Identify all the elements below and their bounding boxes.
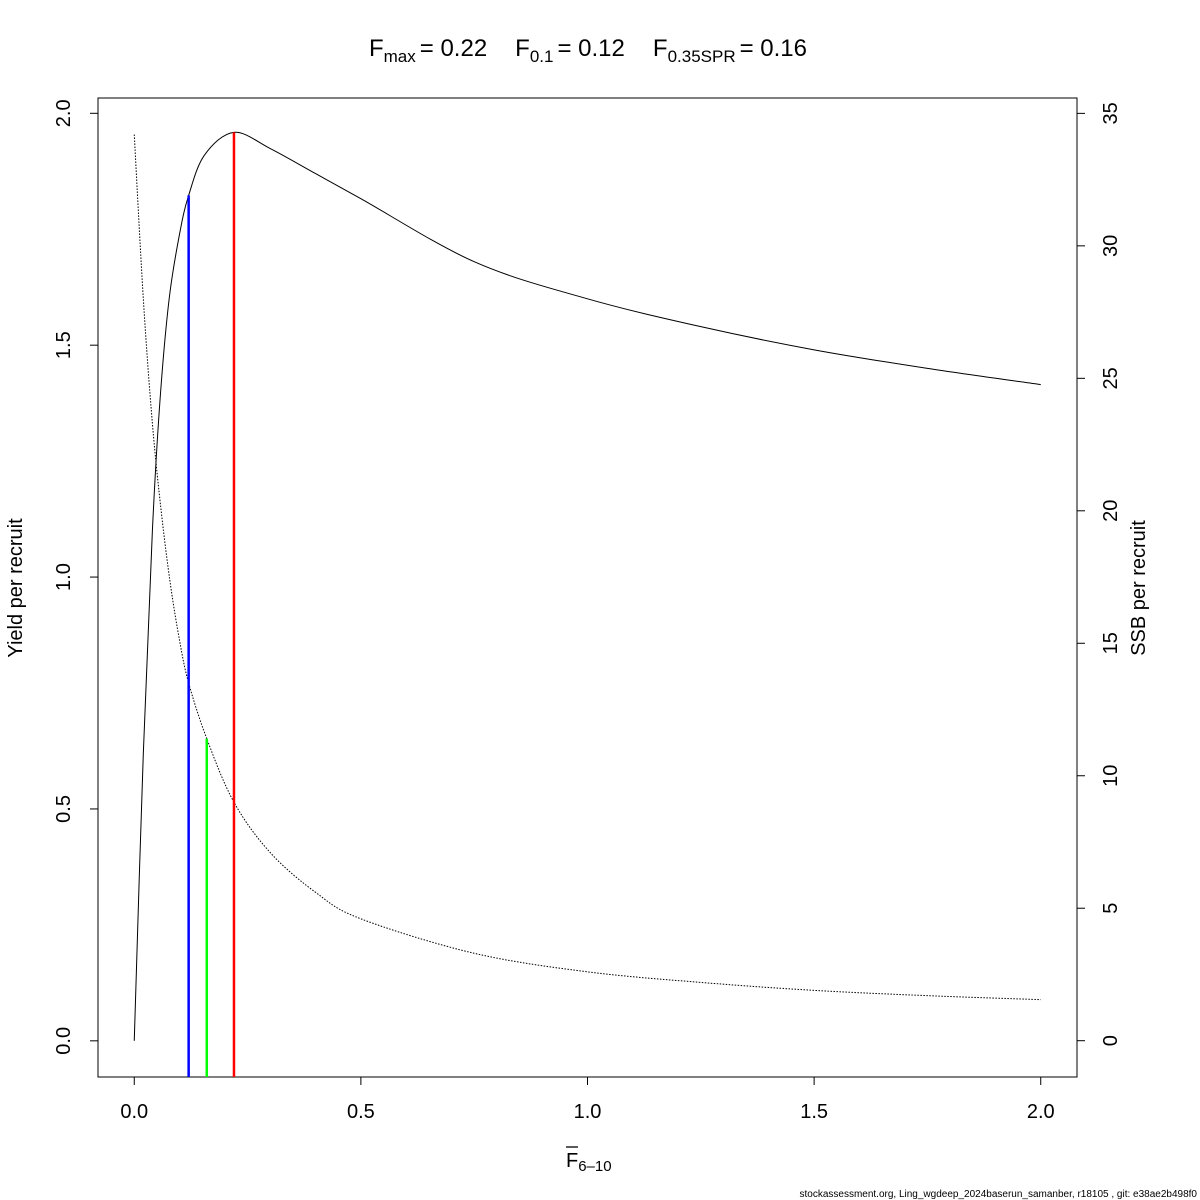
y2-tick-label: 0	[1100, 1035, 1122, 1046]
x-tick-label: 2.0	[1027, 1101, 1055, 1123]
x-tick-label: 0.0	[120, 1101, 148, 1123]
footer-text: stockassessment.org, Ling_wgdeep_2024bas…	[799, 1189, 1197, 1200]
y2-tick-label: 5	[1100, 903, 1122, 914]
x-tick-label: 1.5	[800, 1101, 828, 1123]
y2-tick-label: 10	[1100, 765, 1122, 787]
y2-tick-label: 35	[1100, 102, 1122, 124]
y2-tick-label: 25	[1100, 367, 1122, 389]
svg-text:F6–10: F6–10	[566, 1150, 612, 1175]
ssb-per-recruit-line	[133, 134, 1041, 1001]
x-tick-label: 1.0	[574, 1101, 602, 1123]
y-tick-label: 2.0	[53, 99, 75, 127]
yield-per-recruit-line	[133, 131, 1041, 1041]
plot-frame	[97, 97, 1078, 1078]
y-tick-label: 1.5	[53, 331, 75, 359]
y-tick-label: 0.0	[53, 1027, 75, 1055]
chart-title: Fmax = 0.22 F0.1 = 0.12 F0.35SPR = 0.16	[369, 35, 807, 66]
y-axis-label: Yield per recruit	[5, 518, 27, 658]
x-axis-label: F6–10	[566, 1146, 612, 1175]
x-tick-label: 0.5	[347, 1101, 375, 1123]
y-tick-label: 0.5	[53, 795, 75, 823]
y2-tick-label: 15	[1100, 632, 1122, 654]
y2-tick-label: 30	[1100, 235, 1122, 257]
y-tick-label: 1.0	[53, 563, 75, 591]
y2-tick-label: 20	[1100, 500, 1122, 522]
y2-axis-label: SSB per recruit	[1128, 520, 1150, 656]
